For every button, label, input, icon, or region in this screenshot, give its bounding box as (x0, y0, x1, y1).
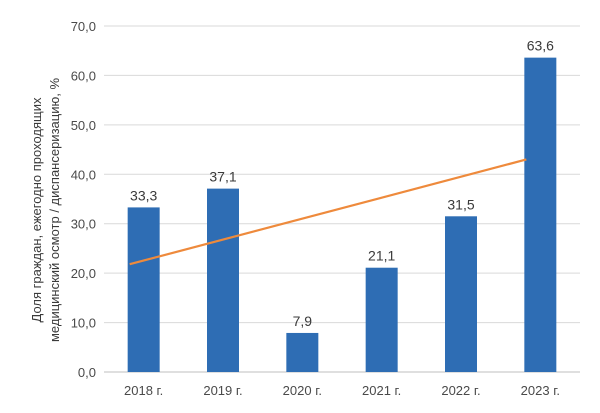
x-tick-label: 2022 г. (441, 383, 480, 398)
x-tick-labels: 2018 г. 2019 г. 2020 г. 2021 г. 2022 г. 2023 … (124, 383, 560, 398)
y-axis-label-line-1: Доля граждан, ежегодно проходящих (29, 97, 44, 322)
bar (207, 188, 239, 372)
y-tick-label: 60,0 (71, 68, 96, 83)
data-label: 37,1 (209, 169, 236, 185)
bar (127, 207, 160, 372)
y-tick-labels: 0,0 10,0 20,0 30,0 40,0 50,0 60,0 70,0 (71, 19, 96, 380)
x-tick-label: 2020 г. (283, 383, 322, 398)
gridlines (104, 25, 580, 373)
data-label: 31,5 (447, 196, 474, 212)
trendline-line (129, 158, 527, 266)
x-tick-label: 2018 г. (124, 383, 163, 398)
x-tick-label: 2019 г. (203, 383, 242, 398)
data-labels: 33,3 37,1 7,9 21,1 31,5 63,6 (130, 38, 554, 329)
y-tick-label: 10,0 (71, 316, 96, 331)
x-tick-label: 2021 г. (362, 383, 401, 398)
bar (365, 267, 398, 372)
data-label: 21,1 (368, 248, 395, 264)
y-tick-label: 50,0 (71, 118, 96, 133)
y-tick-label: 40,0 (71, 167, 96, 182)
data-label: 63,6 (527, 38, 554, 54)
x-tick-label: 2023 г. (521, 383, 560, 398)
data-label: 33,3 (130, 187, 157, 203)
bar (286, 332, 319, 372)
y-tick-label: 20,0 (71, 266, 96, 281)
bar (445, 216, 477, 372)
trendline (129, 158, 527, 266)
data-label: 7,9 (293, 313, 313, 329)
y-axis-label-line-2: медицинский осмотр / диспансеризацию, % (47, 78, 62, 342)
y-tick-label: 0,0 (78, 365, 96, 380)
y-tick-label: 30,0 (71, 217, 96, 232)
y-tick-label: 70,0 (71, 19, 96, 34)
bars (127, 57, 557, 373)
bar (524, 57, 557, 373)
